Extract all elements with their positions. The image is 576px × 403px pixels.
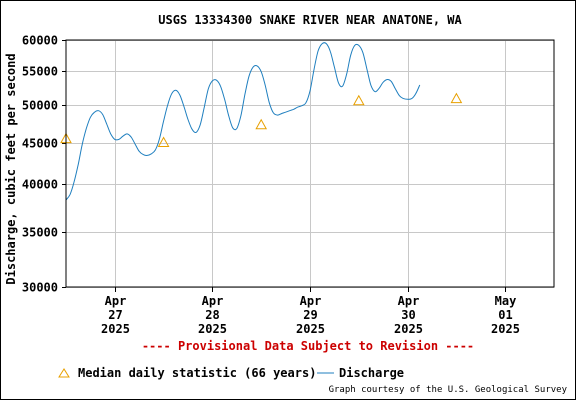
x-tick-label: Apr (202, 294, 224, 308)
y-tick-label: 50000 (22, 99, 58, 113)
y-tick-label: 30000 (22, 281, 58, 295)
x-tick-label: 27 (108, 308, 122, 322)
y-tick-label: 35000 (22, 226, 58, 240)
x-tick-label: 2025 (296, 322, 325, 336)
y-tick-label: 60000 (22, 34, 58, 48)
x-tick-label: 2025 (491, 322, 520, 336)
x-tick-label: Apr (300, 294, 322, 308)
y-tick-labels: 30000 35000 40000 45000 50000 55000 60000 (22, 34, 58, 295)
legend-median-label: Median daily statistic (66 years) (78, 366, 316, 380)
chart-title: USGS 13334300 SNAKE RIVER NEAR ANATONE, … (158, 13, 462, 27)
x-tick-label: May (495, 294, 517, 308)
x-tick-label: 2025 (101, 322, 130, 336)
legend-median-triangle-icon (58, 368, 70, 378)
x-tick-label: 29 (303, 308, 317, 322)
median-point-marker (450, 92, 463, 104)
median-point-marker (157, 136, 170, 148)
x-tick-label: Apr (105, 294, 127, 308)
legend-discharge-label: Discharge (339, 366, 404, 380)
x-tick-label: 28 (205, 308, 219, 322)
provisional-note: ---- Provisional Data Subject to Revisio… (142, 339, 474, 353)
legend: Median daily statistic (66 years) Discha… (58, 366, 404, 380)
y-axis-label: Discharge, cubic feet per second (4, 53, 18, 284)
median-point-marker (255, 118, 268, 130)
x-tick-label: 01 (498, 308, 512, 322)
discharge-line (65, 42, 421, 201)
grid (62, 40, 554, 292)
x-tick-labels: Apr272025Apr282025Apr292025Apr302025May0… (101, 294, 520, 336)
plot-frame (65, 39, 555, 288)
x-tick-label: Apr (398, 294, 420, 308)
median-point-marker (352, 94, 365, 106)
series (60, 42, 463, 201)
y-tick-label: 40000 (22, 178, 58, 192)
y-tick-label: 55000 (22, 65, 58, 79)
x-tick-label: 2025 (198, 322, 227, 336)
x-tick-label: 30 (401, 308, 415, 322)
credit-text: Graph courtesy of the U.S. Geological Su… (329, 385, 568, 395)
x-tick-label: 2025 (394, 322, 423, 336)
y-tick-label: 45000 (22, 137, 58, 151)
